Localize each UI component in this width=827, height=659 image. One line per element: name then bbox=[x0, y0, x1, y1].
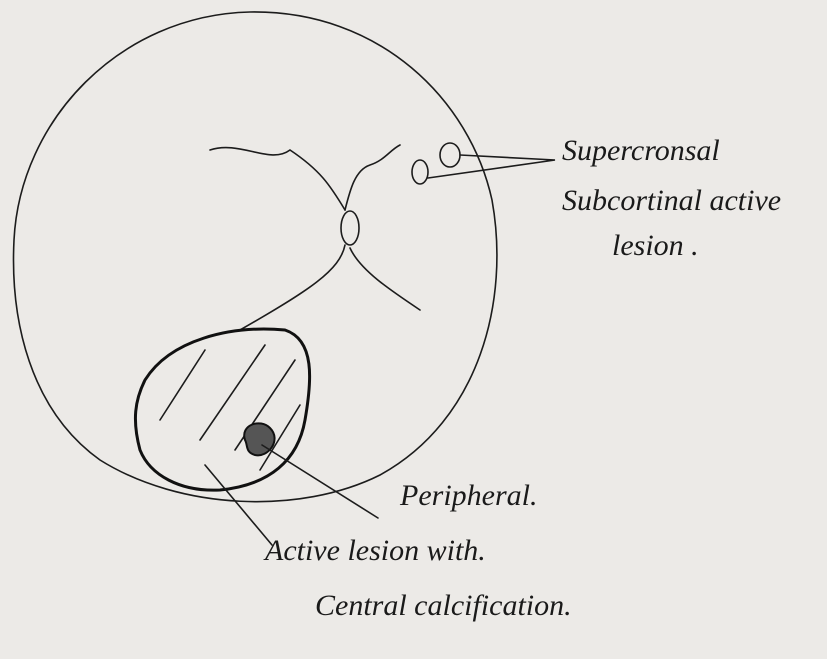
label: lesion . bbox=[612, 229, 699, 262]
label: Subcortinal active bbox=[562, 184, 781, 217]
label: Central calcification. bbox=[315, 589, 572, 622]
label: Supercronsal bbox=[562, 134, 720, 167]
label: Active lesion with. bbox=[263, 534, 486, 567]
diagram: Supercronsal Subcortinal active lesion .… bbox=[0, 0, 827, 659]
page: Supercronsal Subcortinal active lesion .… bbox=[0, 0, 827, 659]
label: Peripheral. bbox=[399, 479, 537, 512]
